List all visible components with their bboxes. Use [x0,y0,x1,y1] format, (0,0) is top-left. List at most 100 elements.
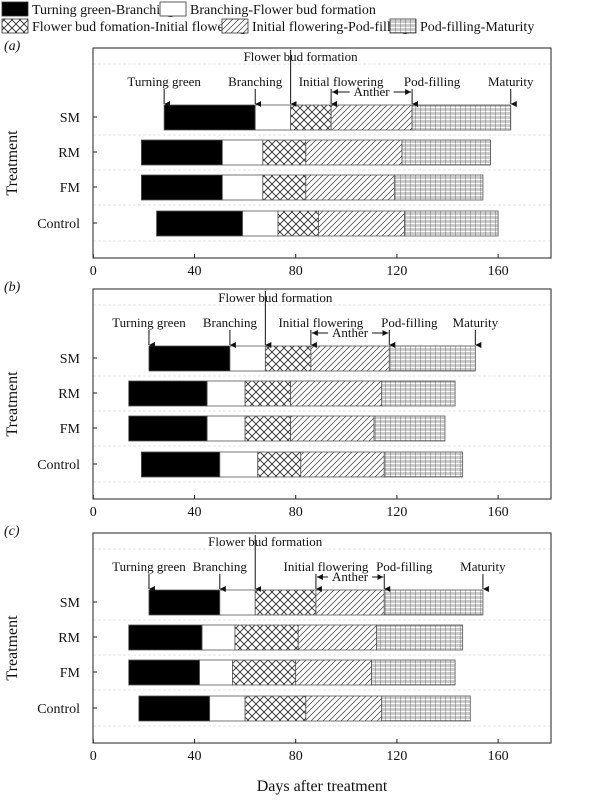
x-tick-label: 120 [386,264,407,279]
y-tick-label: FM [60,422,81,437]
bar-segment-rm-1 [128,380,208,407]
stage-label: Branching [203,315,258,330]
bar-segment-rm-3 [234,624,299,651]
bar-segment-control-1 [140,451,221,478]
bar-segment-sm-3 [254,589,317,616]
plot-frame [92,47,552,259]
bar-segment-rm-1 [140,139,223,166]
y-tick-label: SM [60,352,81,367]
stage-label: Initial flowering [278,315,363,330]
stage-label: Pod-filling [404,74,461,89]
bar-segment-sm-5 [388,345,476,372]
y-axis-label: Treatment [4,615,21,681]
anther-label: Anther [332,325,369,340]
legend-swatch-crosshatch [1,18,29,34]
bar-segment-fm-1 [128,415,208,442]
legend-label: Branching-Flower bud formation [190,3,376,18]
bar-segment-fm-5 [373,415,446,442]
bar-segment-fm-5 [371,659,456,686]
bar-segment-fm-3 [232,659,297,686]
stage-label: Turning green [127,74,201,89]
y-tick-label: SM [60,111,81,126]
y-axis-label: Treatment [4,130,21,196]
bar-segment-rm-5 [401,139,491,166]
legend: Turning green-Branching Branching-Flower … [1,1,534,35]
stage-label: Maturity [453,315,499,330]
bar-segment-fm-4 [305,174,395,201]
bar-segment-sm-1 [148,589,221,616]
y-tick-label: RM [58,387,80,402]
y-tick-label: FM [60,666,81,681]
bar-segment-control-4 [318,210,405,237]
legend-label: Flower bud fomation-Initial flowering [32,20,246,35]
legend-label: Initial flowering-Pod-filling [252,20,409,35]
bar-segment-control-2 [242,210,279,237]
stage-label: Pod-filling [376,559,433,574]
legend-label: Pod-filling-Maturity [420,20,534,35]
x-tick-label: 40 [188,749,202,764]
legend-swatch-white [159,1,187,17]
bar-segment-sm-2 [254,104,292,131]
y-tick-label: RM [58,146,80,161]
bar-segment-rm-2 [201,624,236,651]
bar-segment-sm-3 [264,345,312,372]
bar-segment-control-4 [300,451,385,478]
plot-frame [92,532,552,744]
stage-label: Flower bud formation [244,49,359,64]
stage-label: Flower bud formation [218,290,333,305]
x-tick-label: 160 [488,264,509,279]
bar-segment-fm-2 [199,659,233,686]
bar-segment-fm-1 [140,174,223,201]
y-tick-label: Control [37,702,80,717]
bar-segment-rm-5 [381,380,456,407]
bar-segment-rm-5 [376,624,464,651]
bar-segment-control-5 [383,451,464,478]
bar-segment-rm-2 [221,139,264,166]
x-tick-label: 120 [386,505,407,520]
plot-frame [92,288,552,500]
bar-segment-sm-5 [383,589,484,616]
legend-swatch-grid [389,18,417,34]
bar-segment-rm-4 [297,624,378,651]
bar-segment-sm-4 [310,345,390,372]
x-tick-label: 120 [386,749,407,764]
bar-segment-rm-4 [305,139,403,166]
bar-segment-control-3 [277,210,319,237]
y-axis-label: Treatment [4,371,21,437]
legend-swatch-diagonal [221,18,249,34]
bar-segment-sm-4 [315,589,385,616]
x-tick-label: 80 [289,749,303,764]
bar-segment-sm-4 [330,104,413,131]
bar-segment-sm-1 [148,345,231,372]
anther-label: Anther [354,84,391,99]
x-tick-label: 80 [289,505,303,520]
panel-label: (b) [4,280,21,295]
bar-segment-fm-3 [244,415,292,442]
bar-segment-control-5 [404,210,499,237]
bar-segment-fm-2 [206,415,246,442]
bar-segment-rm-2 [206,380,246,407]
panel-a: (a) Treatment SM RM FM Control 0 40 80 120 160 Turn… [4,39,552,279]
panel-b: (b) Treatment SM RM FM Control 0 40 80 120 160 Turn… [4,280,552,520]
stage-label: Pod-filling [381,315,438,330]
bar-segment-sm-2 [219,589,256,616]
x-tick-label: 0 [90,264,97,279]
x-tick-label: 80 [289,264,303,279]
panel-c: (c) Treatment SM RM FM Control 0 40 80 120 160 Turn… [4,524,552,764]
x-tick-label: 0 [90,505,97,520]
bar-segment-sm-2 [229,345,266,372]
y-tick-label: Control [37,217,80,232]
bar-segment-fm-1 [128,659,200,686]
bar-segment-control-3 [244,695,307,722]
bar-segment-fm-2 [221,174,264,201]
stage-label: Initial flowering [284,559,369,574]
x-tick-label: 40 [188,264,202,279]
bar-segment-control-4 [305,695,383,722]
x-tick-label: 160 [488,505,509,520]
stage-label: Maturity [460,559,506,574]
bar-segment-control-3 [257,451,302,478]
panel-label: (c) [4,524,20,539]
stage-label: Branching [228,74,283,89]
anther-label: Anther [332,569,369,584]
